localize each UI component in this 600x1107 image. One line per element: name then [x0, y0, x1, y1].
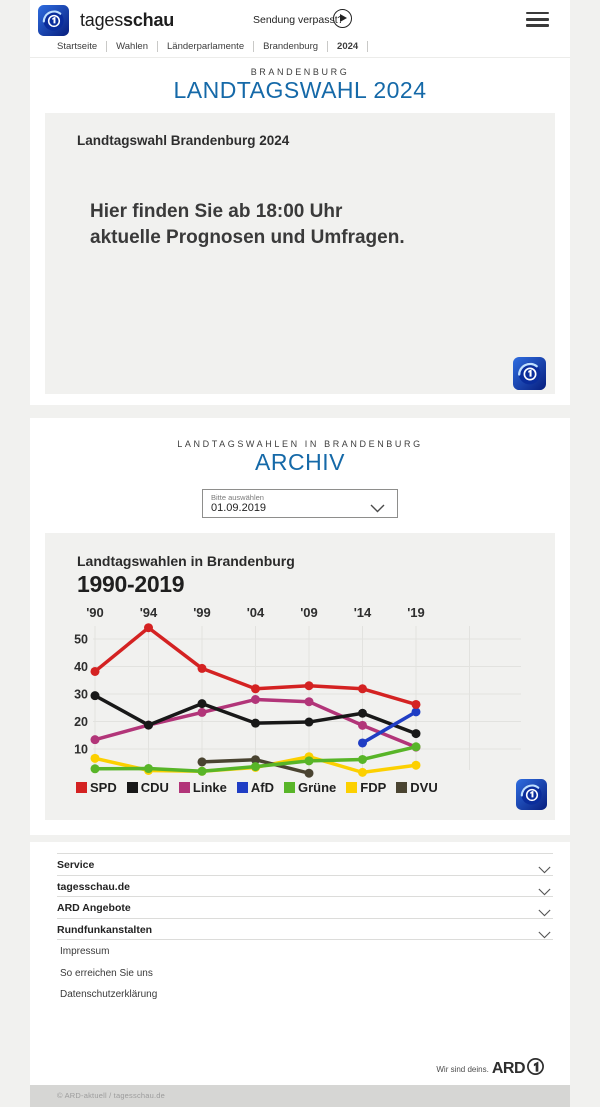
legend-label: FDP — [360, 780, 387, 795]
svg-text:'14: '14 — [354, 605, 372, 620]
legend-label: Grüne — [297, 780, 337, 795]
chevron-down-icon — [538, 904, 551, 922]
footer-accordion: Service tagesschau.de ARD Angebote Rundfunk… — [57, 853, 553, 940]
legend-item-dvu: DVU — [396, 780, 438, 795]
legend-item-linke: Linke — [178, 780, 227, 795]
teaser-text: Hier finden Sie ab 18:00 Uhr aktuelle Pr… — [90, 199, 405, 251]
footer-accordion-ard-angebote[interactable]: ARD Angebote — [57, 897, 553, 919]
chevron-down-icon — [538, 883, 551, 901]
teaser-title: Landtagswahl Brandenburg 2024 — [77, 133, 290, 148]
breadcrumb-item-brandenburg[interactable]: Brandenburg — [263, 41, 319, 52]
chevron-down-icon — [538, 861, 551, 879]
breadcrumb-item-wahlen[interactable]: Wahlen — [116, 41, 148, 52]
svg-text:'99: '99 — [193, 605, 211, 620]
hero-kicker: BRANDENBURG — [250, 67, 350, 77]
accordion-label: tagesschau.de — [57, 880, 130, 893]
legend-swatch — [396, 782, 408, 793]
breadcrumb-separator — [253, 41, 255, 52]
legend-label: SPD — [90, 780, 117, 795]
brand-regular: tages — [80, 10, 124, 30]
breadcrumb-separator — [157, 41, 158, 52]
brand-wordmark[interactable]: tagesschau — [80, 10, 174, 31]
svg-text:40: 40 — [74, 660, 88, 674]
chart-box: Landtagswahlen in Brandenburg 1990-2019 … — [45, 533, 555, 820]
svg-text:20: 20 — [74, 715, 88, 729]
tagesschau-logo-icon — [516, 779, 547, 810]
footer-accordion-service[interactable]: Service — [57, 854, 553, 876]
tagesschau-logo-icon[interactable] — [38, 5, 69, 36]
copyright-text: © ARD-aktuell / tagesschau.de — [57, 1091, 166, 1100]
brand-bold: schau — [123, 10, 175, 30]
date-select[interactable]: Bitte auswählen 01.09.2019 — [202, 489, 398, 518]
legend-item-spd: SPD — [76, 780, 117, 795]
legend-swatch — [126, 782, 138, 793]
footer-links: Impressum So erreichen Sie uns Datenschutz… — [60, 946, 157, 1011]
accordion-label: ARD Angebote — [57, 902, 131, 914]
legend-swatch — [236, 782, 248, 793]
archive-title: ARCHIV — [255, 449, 345, 475]
legend-swatch — [178, 782, 190, 793]
legend-swatch — [76, 782, 87, 793]
sendung-verpasst-link[interactable]: Sendung verpasst? — [253, 14, 344, 26]
footer-card: Service tagesschau.de ARD Angebote Rundfunk… — [30, 842, 570, 1085]
legend-label: CDU — [140, 780, 169, 795]
svg-text:'94: '94 — [140, 605, 158, 620]
legend-label: AfD — [250, 780, 274, 795]
bottom-strip: © ARD-aktuell / tagesschau.de — [30, 1085, 570, 1107]
page-title: LANDTAGSWAHL 2024 — [173, 77, 427, 103]
ard-one-icon — [526, 1057, 545, 1081]
chart-legend: SPD CDU Linke AfD Grüne FDP DVU — [76, 780, 448, 795]
breadcrumb-separator — [106, 41, 108, 52]
tagesschau-logo-icon — [513, 357, 546, 390]
svg-text:30: 30 — [74, 688, 88, 702]
svg-text:'19: '19 — [407, 605, 425, 620]
footer-link-so-erreichen-sie-uns[interactable]: So erreichen Sie uns — [60, 967, 153, 979]
footer-accordion-rundfunkanstalten[interactable]: Rundfunkanstalten — [57, 919, 553, 944]
legend-label: Linke — [192, 780, 227, 795]
breadcrumb-item-startseite[interactable]: Startseite — [57, 41, 98, 52]
breadcrumb-item-länderparlamente[interactable]: Länderparlamente — [167, 41, 245, 52]
date-select-label: Bitte auswählen — [211, 493, 264, 502]
svg-text:10: 10 — [74, 743, 88, 757]
breadcrumb: Startseite Wahlen Länderparlamente Brandenb… — [57, 41, 369, 52]
svg-text:'90: '90 — [86, 605, 104, 620]
legend-swatch — [283, 782, 295, 793]
legend-item-grüne: Grüne — [283, 780, 337, 795]
chart-subtitle: 1990-2019 — [77, 571, 185, 597]
header-divider — [30, 57, 570, 58]
archive-kicker: LANDTAGSWAHLEN IN BRANDENBURG — [177, 439, 423, 449]
ard-wordmark: ARD — [491, 1060, 526, 1077]
svg-text:50: 50 — [74, 633, 88, 647]
ard-claim-text: Wir sind deins. — [436, 1064, 489, 1074]
footer-accordion-tagesschau-de[interactable]: tagesschau.de — [57, 876, 553, 901]
archive-card: LANDTAGSWAHLEN IN BRANDENBURG ARCHIV Bit… — [30, 418, 570, 835]
teaser-line-2: aktuelle Prognosen und Umfragen. — [90, 227, 405, 248]
main-card: tagesschau Sendung verpasst? Startseite W… — [30, 0, 570, 405]
breadcrumb-separator — [327, 41, 329, 52]
legend-item-fdp: FDP — [346, 780, 386, 795]
legend-swatch — [346, 782, 358, 793]
footer-link-datenschutzerklärung[interactable]: Datenschutzerklärung — [60, 989, 158, 1000]
ard-claim: Wir sind deins. ARD — [436, 1057, 545, 1081]
footer-link-impressum[interactable]: Impressum — [60, 946, 110, 957]
teaser-line-1: Hier finden Sie ab 18:00 Uhr — [90, 201, 343, 222]
legend-item-afd: AfD — [236, 780, 274, 795]
play-icon[interactable] — [333, 9, 352, 28]
legend-label: DVU — [410, 780, 438, 795]
accordion-label: Rundfunkanstalten — [57, 923, 153, 936]
chevron-down-icon — [538, 926, 551, 944]
breadcrumb-item-2024[interactable]: 2024 — [337, 41, 359, 52]
svg-text:'09: '09 — [300, 605, 318, 620]
menu-icon[interactable] — [526, 12, 549, 27]
legend-item-cdu: CDU — [126, 780, 169, 795]
date-select-value: 01.09.2019 — [211, 502, 267, 514]
teaser-box: Landtagswahl Brandenburg 2024 Hier finde… — [45, 113, 555, 394]
chart-title: Landtagswahlen in Brandenburg — [77, 553, 295, 569]
breadcrumb-separator — [367, 41, 369, 52]
svg-text:'04: '04 — [247, 605, 265, 620]
chevron-down-icon — [370, 500, 385, 518]
accordion-label: Service — [57, 859, 95, 871]
